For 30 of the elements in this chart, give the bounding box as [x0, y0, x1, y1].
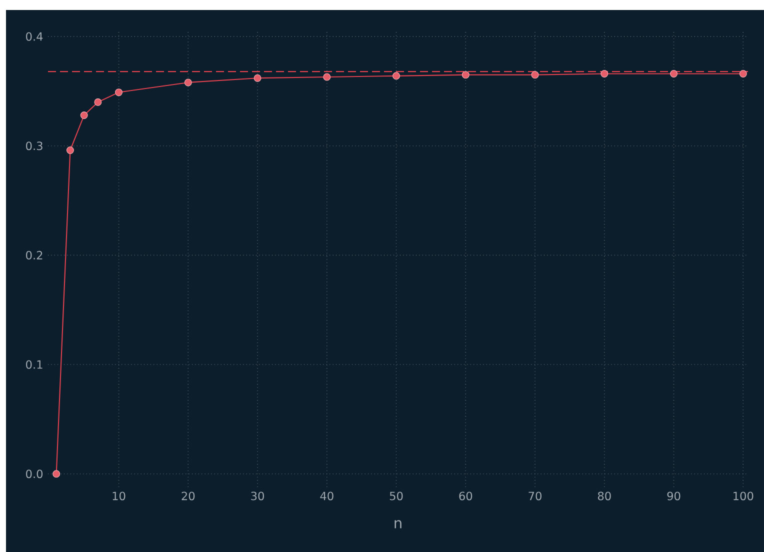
- x-tick-label: 90: [667, 492, 680, 500]
- point: [115, 88, 123, 96]
- point: [323, 73, 331, 81]
- point: [600, 70, 608, 78]
- point: [52, 470, 60, 478]
- x-axis-title: n: [394, 520, 402, 528]
- point: [739, 70, 747, 78]
- x-tick-label: 100: [734, 492, 754, 500]
- point: [66, 146, 74, 154]
- x-tick-label: 60: [459, 492, 472, 500]
- point: [462, 71, 470, 79]
- y-tick-label: 0.4: [26, 32, 43, 41]
- point: [531, 71, 539, 79]
- y-tick-label: 0.0: [26, 470, 43, 478]
- point: [184, 78, 192, 86]
- point: [670, 70, 678, 78]
- x-tick-label: 40: [320, 492, 334, 500]
- point: [392, 72, 400, 80]
- x-tick-label: 30: [251, 492, 264, 500]
- point: [80, 112, 88, 120]
- point: [94, 98, 102, 106]
- x-tick-label: 20: [182, 492, 195, 500]
- point: [254, 74, 262, 82]
- x-tick-label: 80: [598, 492, 611, 500]
- y-tick-label: 0.1: [26, 360, 42, 369]
- x-tick-label: 10: [112, 492, 126, 500]
- y-tick-label: 0.3: [26, 142, 42, 150]
- x-tick-label: 70: [528, 492, 542, 500]
- y-tick-label: 0.2: [26, 250, 42, 260]
- x-tick-label: 50: [390, 492, 403, 500]
